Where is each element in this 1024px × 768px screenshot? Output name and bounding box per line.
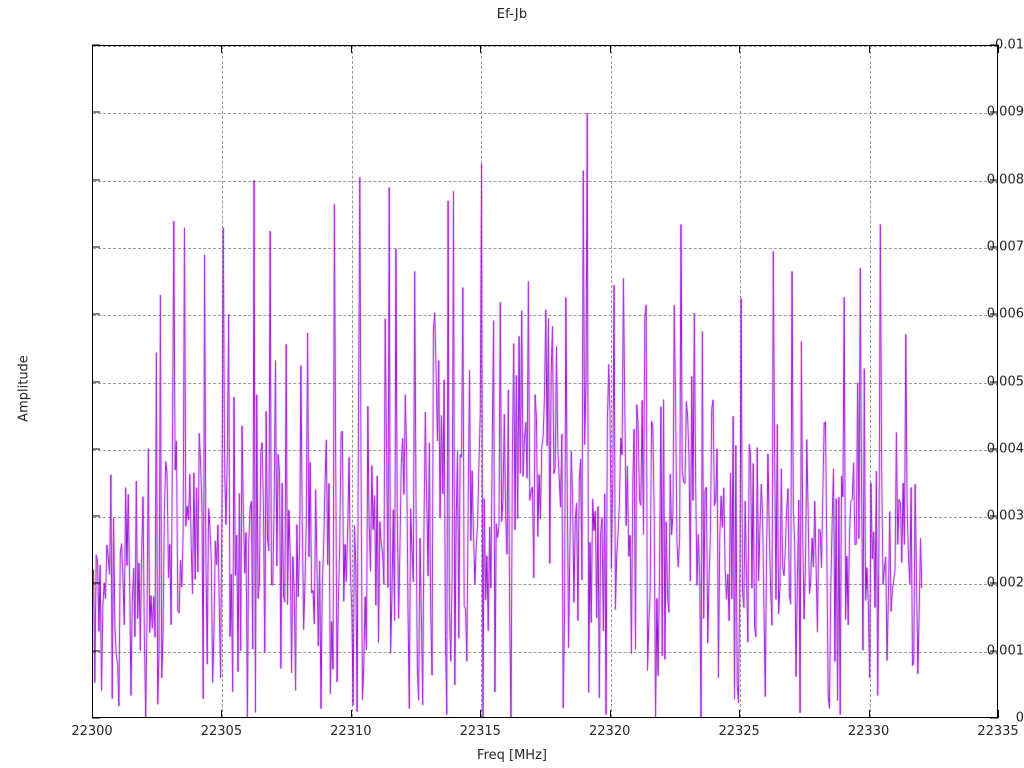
y-tick-label: 0.001	[986, 643, 1024, 659]
y-tick-mark	[92, 717, 100, 719]
y-tick-mark	[92, 448, 100, 450]
x-tick-label: 22310	[330, 724, 372, 739]
y-axis-label: Amplitude	[16, 355, 32, 422]
x-tick-mark	[480, 710, 482, 718]
x-tick-label: 22320	[589, 724, 631, 739]
y-tick-label: 0	[1015, 710, 1024, 726]
chart-title: Ef-Jb	[496, 7, 528, 22]
spectrum-trace	[93, 46, 997, 717]
y-tick-label: 0.009	[986, 104, 1024, 120]
y-tick-mark-right	[990, 179, 998, 181]
x-tick-mark	[998, 710, 999, 718]
y-tick-mark	[92, 44, 100, 46]
x-tick-label: 22335	[977, 724, 1019, 739]
y-tick-mark	[92, 582, 100, 584]
y-tick-mark-right	[990, 448, 998, 450]
y-tick-mark	[92, 381, 100, 382]
y-tick-label: 0.01	[995, 37, 1024, 53]
x-tick-mark-top	[221, 45, 223, 53]
x-tick-mark-top	[739, 45, 741, 53]
y-tick-mark-right	[990, 717, 998, 719]
x-tick-mark-top	[480, 45, 482, 53]
y-tick-label: 0.007	[986, 239, 1024, 255]
y-tick-mark	[92, 650, 100, 652]
y-tick-label: 0.003	[986, 508, 1024, 524]
y-tick-mark-right	[990, 650, 998, 652]
plot-area	[92, 45, 998, 718]
x-tick-mark-top	[609, 45, 611, 53]
x-tick-label: 22330	[847, 724, 890, 739]
x-tick-mark	[739, 710, 741, 718]
y-tick-mark-right	[990, 381, 998, 382]
x-tick-label: 22300	[71, 724, 113, 739]
y-tick-label: 0.002	[986, 575, 1024, 591]
x-tick-mark	[92, 710, 93, 718]
y-tick-mark	[92, 515, 100, 517]
y-tick-mark-right	[990, 44, 998, 46]
y-tick-mark	[92, 246, 100, 248]
x-tick-label: 22325	[718, 724, 760, 739]
x-tick-mark-top	[92, 45, 93, 53]
x-tick-mark-top	[868, 45, 870, 53]
x-tick-label: 22315	[459, 724, 501, 739]
y-tick-label: 0.004	[986, 441, 1024, 457]
y-tick-label: 0.006	[986, 306, 1024, 322]
x-tick-mark	[350, 710, 352, 718]
y-tick-label: 0.008	[986, 172, 1024, 188]
x-tick-mark-top	[350, 45, 352, 53]
y-tick-mark-right	[990, 515, 998, 517]
y-tick-mark	[92, 111, 100, 113]
y-tick-mark-right	[990, 582, 998, 584]
y-tick-label: 0.005	[986, 374, 1024, 389]
y-tick-mark-right	[990, 313, 998, 315]
y-tick-mark	[92, 313, 100, 315]
y-tick-mark	[92, 179, 100, 181]
x-tick-mark	[609, 710, 611, 718]
x-axis-label: Freq [MHz]	[477, 748, 547, 763]
x-tick-mark	[221, 710, 223, 718]
x-tick-mark-top	[998, 45, 999, 53]
x-tick-label: 22305	[200, 724, 243, 739]
y-tick-mark-right	[990, 111, 998, 113]
y-tick-mark-right	[990, 246, 998, 248]
x-tick-mark	[868, 710, 870, 718]
